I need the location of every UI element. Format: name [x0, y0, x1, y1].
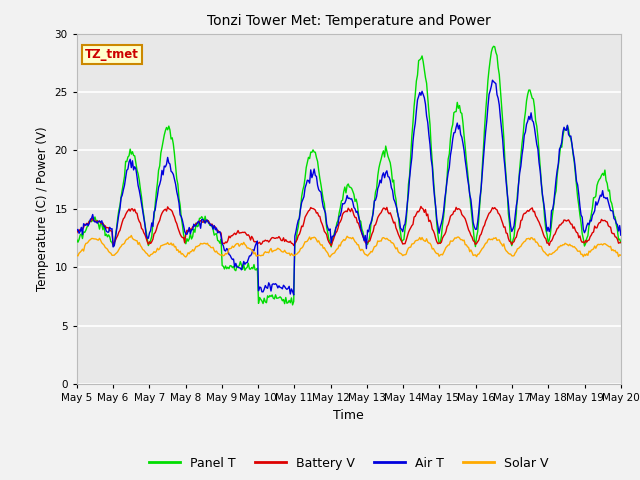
X-axis label: Time: Time	[333, 408, 364, 421]
Legend: Panel T, Battery V, Air T, Solar V: Panel T, Battery V, Air T, Solar V	[144, 452, 554, 475]
Text: TZ_tmet: TZ_tmet	[85, 48, 139, 61]
Title: Tonzi Tower Met: Temperature and Power: Tonzi Tower Met: Temperature and Power	[207, 14, 491, 28]
Y-axis label: Temperature (C) / Power (V): Temperature (C) / Power (V)	[36, 127, 49, 291]
